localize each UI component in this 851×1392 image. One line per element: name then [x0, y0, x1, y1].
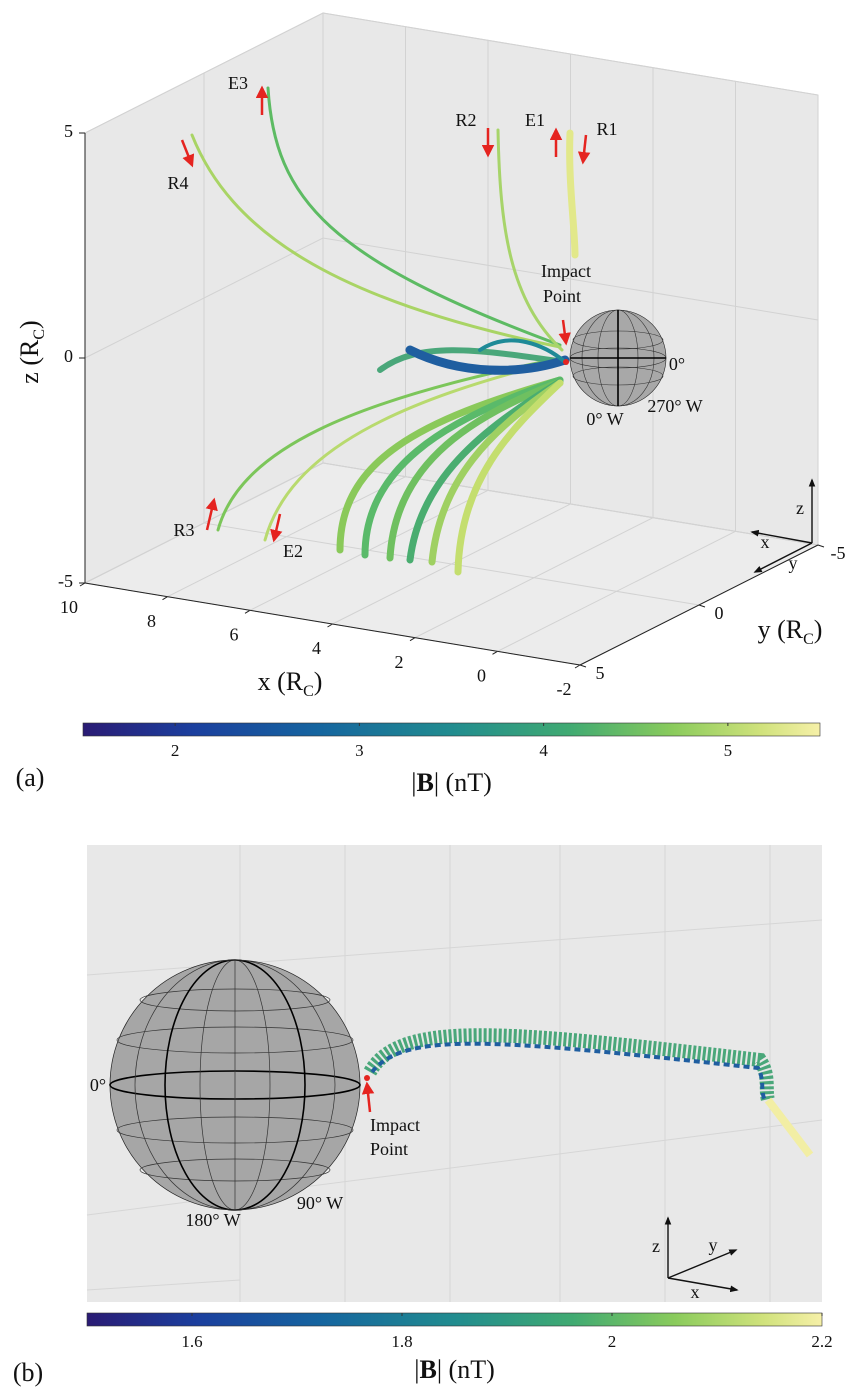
colorbar-tick-label: 3 — [355, 741, 364, 760]
tick-mark — [162, 596, 168, 601]
tick-mark — [244, 609, 251, 614]
sphere-label: 0° — [90, 1075, 106, 1095]
tick-mark — [492, 650, 498, 655]
label-part: B — [416, 768, 433, 797]
tick-mark — [409, 637, 416, 642]
sphere-label: 0° W — [586, 409, 623, 429]
sphere-label: 270° W — [647, 396, 702, 416]
axis-label: z (RC) — [15, 320, 48, 383]
tick-mark — [817, 544, 825, 548]
z-tick-label: 0 — [64, 346, 73, 366]
label-part: C — [31, 329, 48, 340]
red-arrow — [558, 319, 571, 346]
annotation: R3 — [173, 520, 194, 540]
axis-label: |B| (nT) — [414, 1355, 494, 1384]
colorbar-tick-label: 2 — [608, 1332, 617, 1351]
colorbar-tick-label: 5 — [724, 741, 733, 760]
x-tick-label: 2 — [395, 652, 404, 672]
axis-line — [579, 544, 819, 666]
colorbar-tick-label: 4 — [539, 741, 548, 760]
colorbar — [82, 722, 821, 737]
sphere — [109, 959, 370, 1211]
x-tick-label: 8 — [147, 611, 156, 631]
tick-mark — [579, 664, 587, 668]
label-part: C — [303, 683, 314, 700]
triad-label: x — [761, 532, 770, 552]
colorbar-tick-label: 1.6 — [181, 1332, 202, 1351]
tick-mark — [574, 664, 581, 669]
axes-box — [83, 12, 820, 666]
panel-label: (b) — [13, 1358, 43, 1387]
colorbar-tick-label: 2 — [171, 741, 180, 760]
z-tick-label: 5 — [64, 121, 73, 141]
annotation: R4 — [167, 173, 188, 193]
sphere — [563, 309, 667, 407]
label-part: C — [803, 631, 814, 648]
panel-label: (a) — [16, 763, 45, 792]
annotation: R1 — [596, 119, 617, 139]
axis-label: y (RC) — [758, 615, 823, 648]
axis-arrow — [753, 542, 813, 573]
label-part: | — [414, 1355, 419, 1384]
trajectory — [363, 1028, 814, 1158]
red-arrow — [180, 139, 195, 168]
axis-label: x (RC) — [258, 667, 323, 700]
colorbar — [86, 1312, 823, 1327]
annotation: Point — [543, 286, 581, 306]
label-part: ) — [15, 320, 44, 329]
annotation: Point — [370, 1139, 408, 1159]
y-tick-label: 5 — [596, 663, 605, 683]
label-part: | (nT) — [437, 1355, 495, 1384]
label-part: x (R — [258, 667, 304, 696]
colorbar-tick-label: 2.2 — [811, 1332, 832, 1351]
axis-arrow — [667, 1277, 739, 1293]
tick-mark — [327, 623, 333, 628]
red-arrow — [205, 497, 218, 531]
annotation: E2 — [283, 541, 303, 561]
axis-label: |B| (nT) — [411, 768, 491, 797]
label-part: B — [419, 1355, 436, 1384]
x-tick-label: 4 — [312, 638, 321, 658]
field-lines — [190, 86, 579, 576]
annotation: R2 — [455, 110, 476, 130]
triad-label: z — [796, 498, 804, 518]
z-tick-label: -5 — [58, 571, 73, 591]
sphere-label: 0° — [669, 354, 685, 374]
grid-line — [84, 462, 819, 584]
triad-label: y — [709, 1235, 718, 1255]
sphere-label: 180° W — [185, 1210, 240, 1230]
label-part: z (R — [15, 339, 44, 384]
label-part: y (R — [758, 615, 804, 644]
x-tick-label: 10 — [60, 597, 78, 617]
annotation: Impact — [541, 261, 591, 281]
axis-arrow — [667, 1249, 738, 1279]
tick-mark — [698, 604, 706, 608]
axis-arrow — [750, 529, 813, 544]
annotation: E1 — [525, 110, 545, 130]
y-tick-label: 0 — [715, 603, 724, 623]
label-part: ) — [814, 615, 823, 644]
x-tick-label: 0 — [477, 665, 486, 685]
label-part: ) — [314, 667, 323, 696]
triad-label: x — [691, 1282, 700, 1302]
red-arrow — [577, 134, 591, 165]
sphere-label: 90° W — [297, 1193, 343, 1213]
colorbar-tick-label: 1.8 — [391, 1332, 412, 1351]
label-part: | (nT) — [434, 768, 492, 797]
annotation: E3 — [228, 73, 248, 93]
red-arrow — [361, 1081, 375, 1113]
y-tick-label: -5 — [831, 543, 846, 563]
x-tick-label: 6 — [230, 624, 239, 644]
grid-line — [84, 12, 819, 134]
x-tick-label: -2 — [557, 679, 572, 699]
red-arrow — [270, 513, 283, 543]
triad-label: z — [652, 1236, 660, 1256]
grid-line — [84, 237, 819, 359]
axis-line — [84, 582, 581, 666]
triad-label: y — [789, 553, 798, 573]
label-part: | — [411, 768, 416, 797]
annotation: Impact — [370, 1115, 420, 1135]
